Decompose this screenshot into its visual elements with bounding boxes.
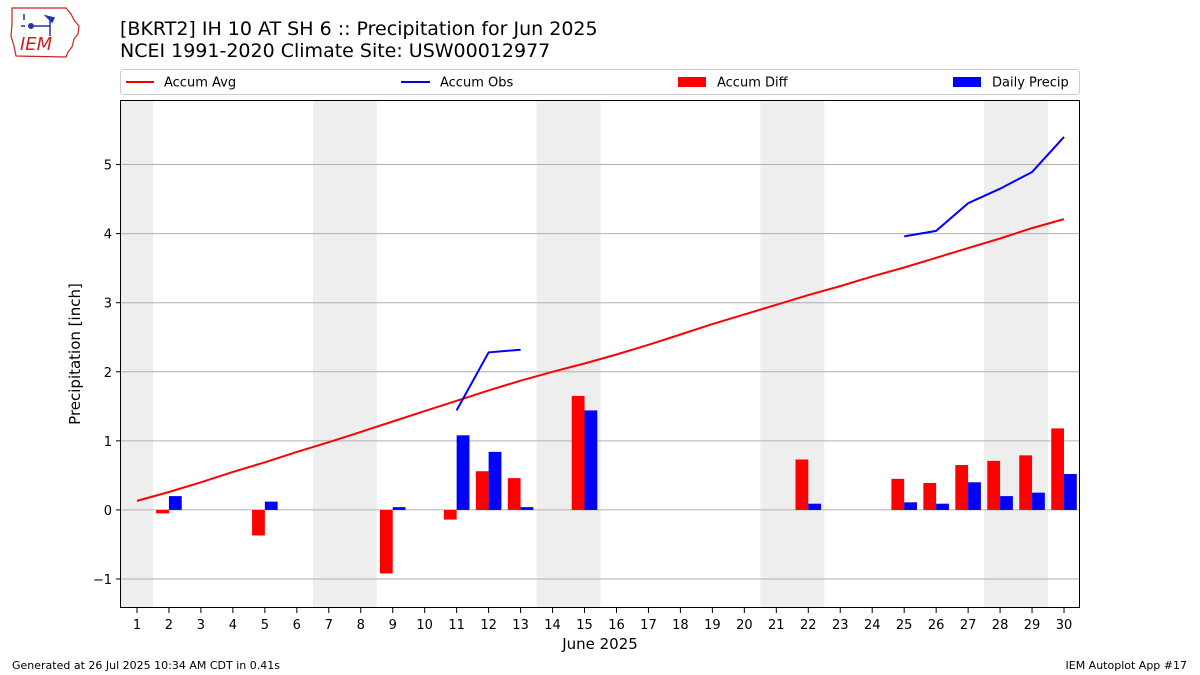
y-tick-label: 2 [104, 366, 112, 381]
legend-label-daily-precip: Daily Precip [992, 76, 1069, 91]
y-axis-ticks: −1 0 1 2 3 4 5 [93, 159, 121, 588]
x-tick-label: 22 [800, 618, 817, 633]
weekend-band-4 [760, 101, 825, 608]
x-tick-label: 7 [325, 618, 333, 633]
daily-precip-bar [1000, 496, 1013, 510]
weekend-band-2 [312, 101, 377, 608]
x-tick-label: 10 [416, 618, 433, 633]
x-tick-label: 9 [389, 618, 397, 633]
chart-title: [BKRT2] IH 10 AT SH 6 :: Precipitation f… [120, 18, 598, 40]
x-tick-label: 25 [896, 618, 913, 633]
y-tick-label: 0 [104, 504, 112, 519]
y-tick-label: 1 [104, 435, 112, 450]
accum-diff-bar [443, 509, 457, 520]
x-axis-ticks: 1 2 3 4 5 6 7 8 9 10 11 12 13 14 15 16 17 18 19 20 21 22 23 24 2… [133, 608, 1072, 633]
y-tick-label: −1 [93, 573, 112, 588]
autoplot-app-label: IEM Autoplot App #17 [1065, 659, 1188, 672]
y-tick-label: 4 [104, 228, 112, 243]
x-tick-label: 12 [480, 618, 497, 633]
x-tick-label: 30 [1056, 618, 1073, 633]
chart-subtitle: NCEI 1991-2020 Climate Site: USW00012977 [120, 40, 551, 62]
accum-diff-bar [507, 478, 521, 510]
x-tick-label: 4 [229, 618, 237, 633]
x-tick-label: 13 [512, 618, 529, 633]
x-tick-label: 17 [640, 618, 657, 633]
accum-diff-bar [252, 509, 265, 536]
daily-precip-bar [168, 496, 182, 510]
x-tick-label: 28 [992, 618, 1009, 633]
daily-precip-bar [392, 507, 406, 510]
x-axis-label: June 2025 [561, 635, 638, 653]
legend-label-accum-avg: Accum Avg [164, 76, 236, 91]
daily-precip-bar [904, 502, 917, 510]
legend: Accum Avg Accum Obs Accum Diff Daily Pre… [120, 69, 1080, 95]
legend-swatch-accum-diff [678, 77, 706, 87]
x-tick-label: 11 [448, 618, 465, 633]
accum-diff-bar [475, 471, 489, 510]
legend-swatch-daily-precip [953, 77, 981, 87]
legend-frame [120, 69, 1080, 95]
iem-logo: IEM [10, 7, 80, 58]
accum-diff-bar [571, 395, 585, 510]
accum-diff-bar [1019, 455, 1033, 510]
x-tick-label: 19 [704, 618, 721, 633]
x-tick-label: 6 [293, 618, 301, 633]
accum-obs-line [455, 348, 521, 411]
x-tick-label: 29 [1024, 618, 1041, 633]
x-tick-label: 24 [864, 618, 881, 633]
legend-label-accum-obs: Accum Obs [440, 76, 513, 91]
accum-diff-bar [955, 465, 969, 510]
weekend-shading [121, 101, 1049, 608]
y-tick-label: 3 [104, 297, 112, 312]
y-axis-label: Precipitation [inch] [66, 283, 84, 425]
logo-text: IEM [20, 34, 53, 55]
line-series [136, 136, 1065, 502]
weather-instruments-icon [21, 14, 56, 36]
accum-obs-line [904, 136, 1065, 238]
plot-frame [120, 100, 1080, 608]
accum-diff-bar [891, 478, 905, 510]
x-tick-label: 5 [261, 618, 269, 633]
daily-precip-bar [1064, 473, 1077, 510]
daily-precip-bar [520, 507, 534, 510]
x-tick-label: 1 [133, 618, 141, 633]
daily-precip-bar [488, 451, 502, 510]
accum-diff-bar [156, 509, 169, 514]
daily-precip-bar [936, 503, 949, 510]
accum-diff-bar [923, 482, 937, 510]
x-tick-label: 20 [736, 618, 753, 633]
accum-diff-bar [379, 509, 393, 574]
iowa-state-outline-icon [10, 7, 80, 58]
daily-precip-bar [584, 410, 598, 510]
x-tick-label: 26 [928, 618, 945, 633]
x-tick-label: 8 [357, 618, 365, 633]
x-tick-label: 3 [197, 618, 205, 633]
daily-precip-bar [264, 501, 278, 510]
x-tick-label: 27 [960, 618, 977, 633]
weekend-band-5 [984, 101, 1049, 608]
x-tick-label: 2 [165, 618, 173, 633]
accum-diff-bar [987, 460, 1001, 510]
accum-avg-line [136, 218, 1065, 502]
daily-precip-bar [968, 482, 981, 510]
daily-precip-bar [456, 435, 470, 510]
x-tick-label: 21 [768, 618, 785, 633]
bar-series [156, 395, 1077, 574]
accum-diff-bar [1051, 428, 1065, 510]
legend-label-accum-diff: Accum Diff [717, 76, 789, 91]
x-tick-label: 16 [608, 618, 625, 633]
weekend-band-1 [121, 101, 153, 608]
x-tick-label: 15 [576, 618, 593, 633]
daily-precip-bar [1032, 492, 1045, 510]
accum-diff-bar [795, 459, 809, 510]
weekend-band-3 [536, 101, 601, 608]
y-tick-label: 5 [104, 159, 112, 174]
x-tick-label: 23 [832, 618, 849, 633]
daily-precip-bar [808, 503, 822, 510]
generated-timestamp: Generated at 26 Jul 2025 10:34 AM CDT in… [12, 659, 280, 672]
x-tick-label: 14 [544, 618, 561, 633]
x-tick-label: 18 [672, 618, 689, 633]
